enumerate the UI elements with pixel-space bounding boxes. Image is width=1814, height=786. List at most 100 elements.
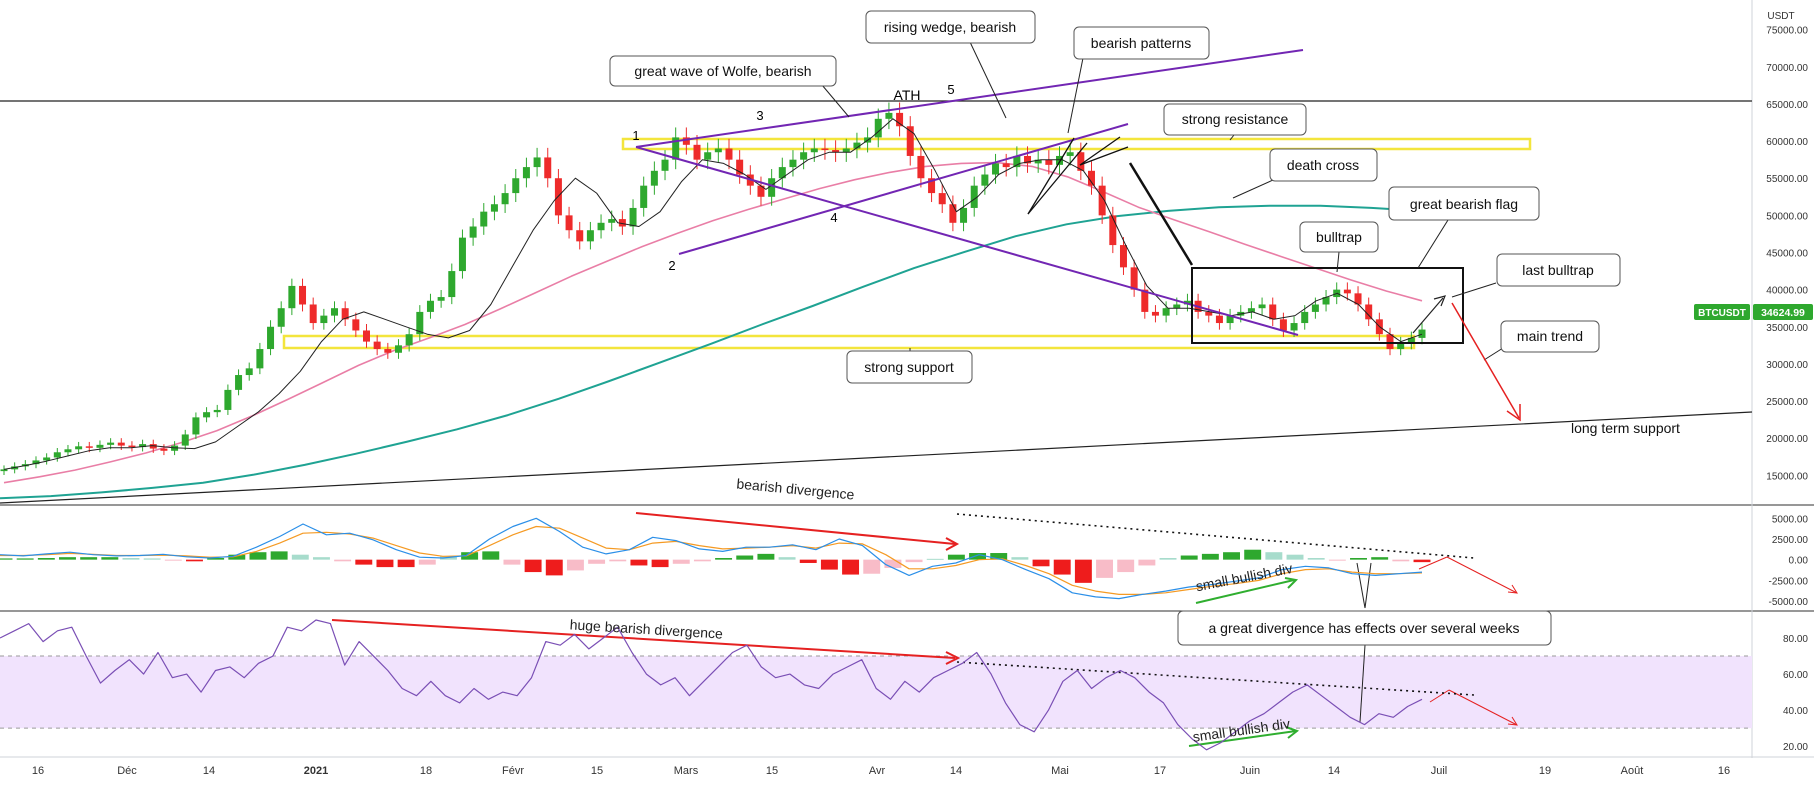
candle-body	[1205, 311, 1213, 316]
candle-body	[469, 226, 477, 238]
candle-body	[1311, 304, 1319, 312]
candle-body	[512, 178, 520, 194]
macd-histogram-bar	[503, 559, 521, 565]
callout-box-divergence	[1177, 610, 1552, 646]
price-tick-label: 30000.00	[1766, 360, 1808, 371]
macd-histogram-bar	[1138, 559, 1156, 566]
candle-body	[928, 178, 936, 194]
candle-body	[1301, 311, 1309, 324]
rsi-forecast-arrowhead	[1507, 716, 1518, 726]
callout-wolfe: great wave of Wolfe, bearish	[634, 63, 811, 79]
candle-body	[1098, 185, 1106, 216]
candle-body	[480, 211, 488, 227]
candle-body	[288, 285, 296, 309]
candle-body	[736, 159, 744, 175]
candle-body	[693, 144, 701, 160]
macd-signal-line	[0, 525, 1423, 596]
macd-histogram-bar	[143, 558, 161, 560]
wolfe-upper-line	[635, 49, 1304, 148]
candle-body	[1226, 315, 1234, 324]
candle-body	[426, 300, 434, 312]
candle-body	[1279, 319, 1287, 331]
candle-body	[1397, 343, 1405, 350]
rsi-huge-divergence-line	[331, 619, 956, 659]
rsi-bullish-div-arrowhead	[1285, 726, 1300, 739]
price-tick-label: 20000.00	[1766, 434, 1808, 445]
candle-body	[586, 230, 594, 242]
macd-histogram-bar	[482, 551, 500, 560]
callout-divergence: a great divergence has effects over seve…	[1208, 620, 1519, 636]
candle-body	[650, 170, 658, 186]
candle-body	[565, 215, 573, 231]
macd-histogram-bar	[1053, 559, 1071, 575]
callout-pointer-lastbulltrap	[1451, 282, 1497, 298]
macd-histogram-bar	[842, 559, 860, 575]
strong-resistance-zone	[621, 137, 1532, 151]
price-tick-label: 60000.00	[1766, 137, 1808, 148]
candle-body	[64, 449, 72, 453]
candle-body	[277, 308, 285, 327]
candle-body	[160, 448, 168, 451]
callout-box-maintrend	[1500, 320, 1600, 353]
callout-wedge: rising wedge, bearish	[884, 19, 1016, 35]
candle-body	[917, 155, 925, 179]
candle-body	[885, 112, 893, 119]
candle-body	[405, 334, 413, 346]
candle-body	[533, 157, 541, 168]
candle-body	[970, 185, 978, 208]
x-tick-label: Mai	[1051, 765, 1069, 777]
macd-tick-label: -5000.00	[1769, 597, 1809, 608]
macd-histogram-bar	[1096, 559, 1114, 578]
rsi-band	[0, 656, 1752, 729]
macd-histogram-bar	[651, 559, 669, 568]
callout-box-lastbulltrap	[1496, 253, 1621, 287]
callout-resistance: strong resistance	[1182, 111, 1289, 127]
candle-body	[640, 185, 648, 208]
candle-body	[128, 445, 136, 448]
price-tick-label: 75000.00	[1766, 26, 1808, 37]
candle-body	[768, 178, 776, 197]
x-tick-label: 15	[591, 765, 603, 777]
candle-body	[1013, 155, 1021, 168]
wave-label-2: 2	[668, 258, 675, 273]
callout-pointer-divergence-a	[1356, 562, 1366, 609]
candle-body	[1151, 311, 1159, 316]
candle-body	[384, 349, 392, 353]
rsi-forecast-up	[1429, 689, 1450, 703]
callout-pointer-maintrend	[1483, 347, 1504, 361]
macd-histogram-bar	[80, 557, 98, 560]
callout-pointer-flag	[1417, 219, 1449, 269]
candle-body	[107, 442, 115, 445]
callout-patterns: bearish patterns	[1091, 35, 1191, 51]
candle-body	[32, 460, 40, 465]
callout-deathcross: death cross	[1287, 157, 1359, 173]
callout-box-bulltrap	[1299, 221, 1379, 253]
candle-body	[778, 167, 786, 179]
callout-pointer-deathcross	[1232, 179, 1274, 199]
x-tick-label: Déc	[117, 765, 137, 777]
price-tick-label: 40000.00	[1766, 286, 1808, 297]
candle-body	[1322, 297, 1330, 305]
macd-histogram-bar	[1117, 559, 1135, 573]
candle-body	[235, 375, 243, 390]
x-tick-label: 16	[1718, 765, 1730, 777]
macd-histogram-bar	[1307, 558, 1325, 560]
candle-body	[1056, 155, 1064, 165]
callout-flag: great bearish flag	[1410, 196, 1518, 212]
wedge-line-b	[1027, 137, 1075, 215]
macd-tick-label: 2500.00	[1772, 535, 1809, 546]
x-tick-label: 14	[950, 765, 962, 777]
candle-body	[320, 315, 328, 324]
callout-box-wolfe	[609, 55, 837, 87]
macd-bearish-divergence-arrowhead	[945, 537, 960, 551]
candle-body	[576, 230, 584, 242]
macd-histogram-bar	[863, 559, 881, 574]
candle-body	[458, 237, 466, 272]
candle-body	[0, 469, 8, 472]
candle-body	[213, 409, 221, 413]
candle-body	[1024, 155, 1032, 164]
flag-line-b	[1079, 146, 1129, 166]
macd-histogram-bar	[969, 553, 987, 560]
candle-body	[522, 167, 530, 179]
candle-body	[203, 412, 211, 418]
